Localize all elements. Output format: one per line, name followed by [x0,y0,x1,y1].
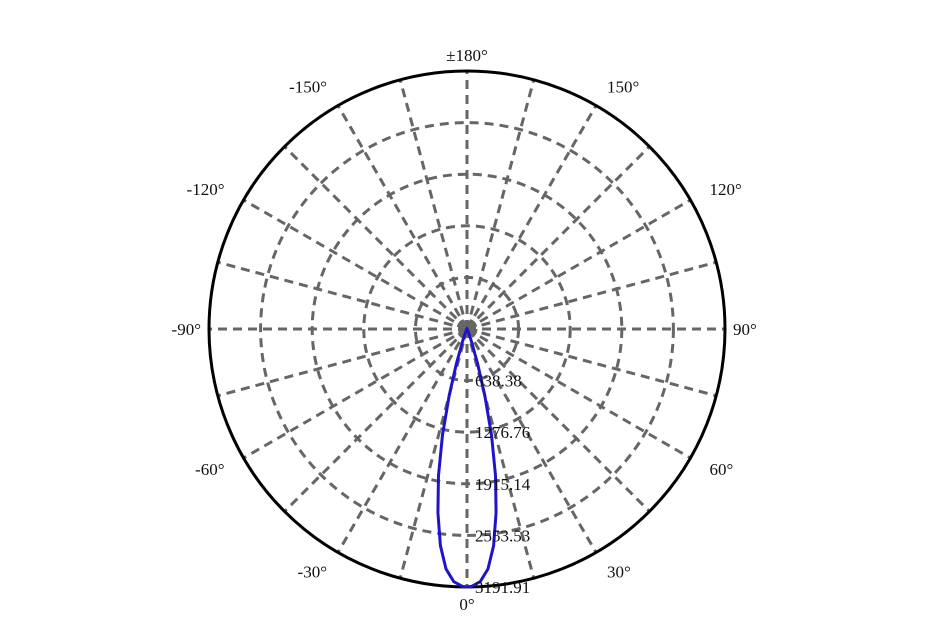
grid-spoke-120 [466,198,692,331]
grid-spoke-75 [466,327,717,398]
angle-label-8: -120° [187,180,225,199]
grid-spoke-15 [465,328,536,579]
grid-spoke-150 [465,104,598,330]
grid-spoke-165 [465,79,536,330]
grid-spoke-345 [398,328,469,579]
angle-label-5: 150° [607,78,639,97]
series-layer [436,325,498,589]
grid-spoke-195 [398,79,469,330]
grid-spoke-225 [283,145,469,331]
grid-spoke-60 [466,327,692,460]
radial-tick-label-1: 638.38 [475,372,522,391]
grid-spoke-330 [336,328,469,554]
grid-spoke-30 [465,328,598,554]
angle-label-11: -30° [298,562,327,581]
grid-spoke-135 [465,145,651,331]
angle-label-2: 60° [709,460,733,479]
angle-label-10: -60° [195,460,224,479]
grid-layer [207,69,727,589]
radial-tick-label-4: 2553.53 [475,526,530,545]
radial-tick-label-5: 3191.91 [475,578,530,597]
grid-spoke-255 [217,260,468,331]
series-curve-0 [436,325,498,589]
grid-spoke-300 [242,327,468,460]
grid-spoke-105 [466,260,717,331]
ring-label-layer: 638.38 1276.76 1915.14 2553.53 3191.91 [475,372,531,597]
grid-ring-2 [362,224,572,434]
radial-tick-label-2: 1276.76 [475,423,530,442]
angle-label-1: 30° [607,562,631,581]
grid-spoke-45 [465,327,651,513]
grid-spoke-210 [336,104,469,330]
radial-tick-label-3: 1915.14 [475,475,531,494]
grid-spoke-315 [283,327,469,513]
grid-ring-4 [259,121,675,537]
angle-label-9: -90° [172,320,201,339]
angle-label-3: 90° [733,320,757,339]
grid-spoke-285 [217,327,468,398]
angle-label-7: -150° [289,78,327,97]
label-layer: 0° 30° 60° 90° 120° 150° ±180° -150° -120° -90° -6… [172,46,757,614]
angle-label-6: ±180° [446,46,488,65]
angle-label-4: 120° [709,180,741,199]
grid-spoke-240 [242,198,468,331]
angle-label-0: 0° [459,595,474,614]
